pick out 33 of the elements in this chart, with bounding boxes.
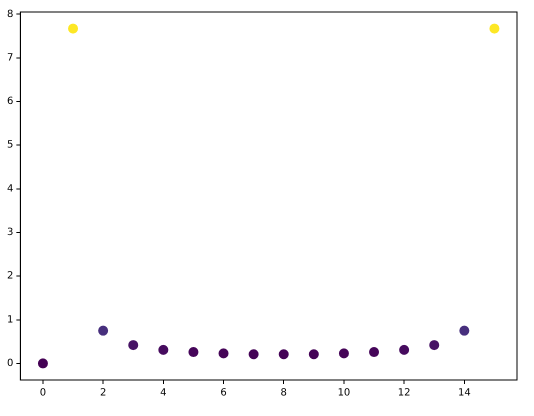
y-tick-label: 1 xyxy=(6,314,14,326)
y-tick-label: 0 xyxy=(6,358,14,370)
y-tick-label: 6 xyxy=(6,96,14,108)
point xyxy=(128,340,138,350)
point xyxy=(218,348,229,358)
point xyxy=(68,24,78,34)
point xyxy=(248,349,259,360)
y-tick-label: 5 xyxy=(6,140,14,151)
point xyxy=(399,344,410,355)
y-tick-label: 4 xyxy=(6,183,14,194)
point xyxy=(489,24,500,34)
x-tick-label: 10 xyxy=(338,388,350,399)
point xyxy=(429,340,440,350)
x-tick-label: 2 xyxy=(100,388,106,399)
x-tick-label: 12 xyxy=(398,388,410,399)
x-tick-label: 8 xyxy=(280,388,287,399)
x-tick-label: 0 xyxy=(40,388,46,399)
y-tick-label: 8 xyxy=(6,8,14,20)
point xyxy=(308,349,319,360)
point xyxy=(188,347,198,358)
x-tick-label: 6 xyxy=(220,388,227,399)
point xyxy=(38,358,48,368)
x-tick-label: 4 xyxy=(160,388,167,399)
point xyxy=(278,349,289,360)
point xyxy=(459,326,470,336)
point xyxy=(369,347,380,358)
point xyxy=(98,326,108,336)
y-tick-label: 2 xyxy=(6,270,14,282)
x-tick-label: 14 xyxy=(458,388,471,399)
y-tick-label: 7 xyxy=(6,52,14,64)
y-tick-label: 3 xyxy=(6,227,14,238)
point xyxy=(338,348,349,358)
point xyxy=(158,344,168,355)
